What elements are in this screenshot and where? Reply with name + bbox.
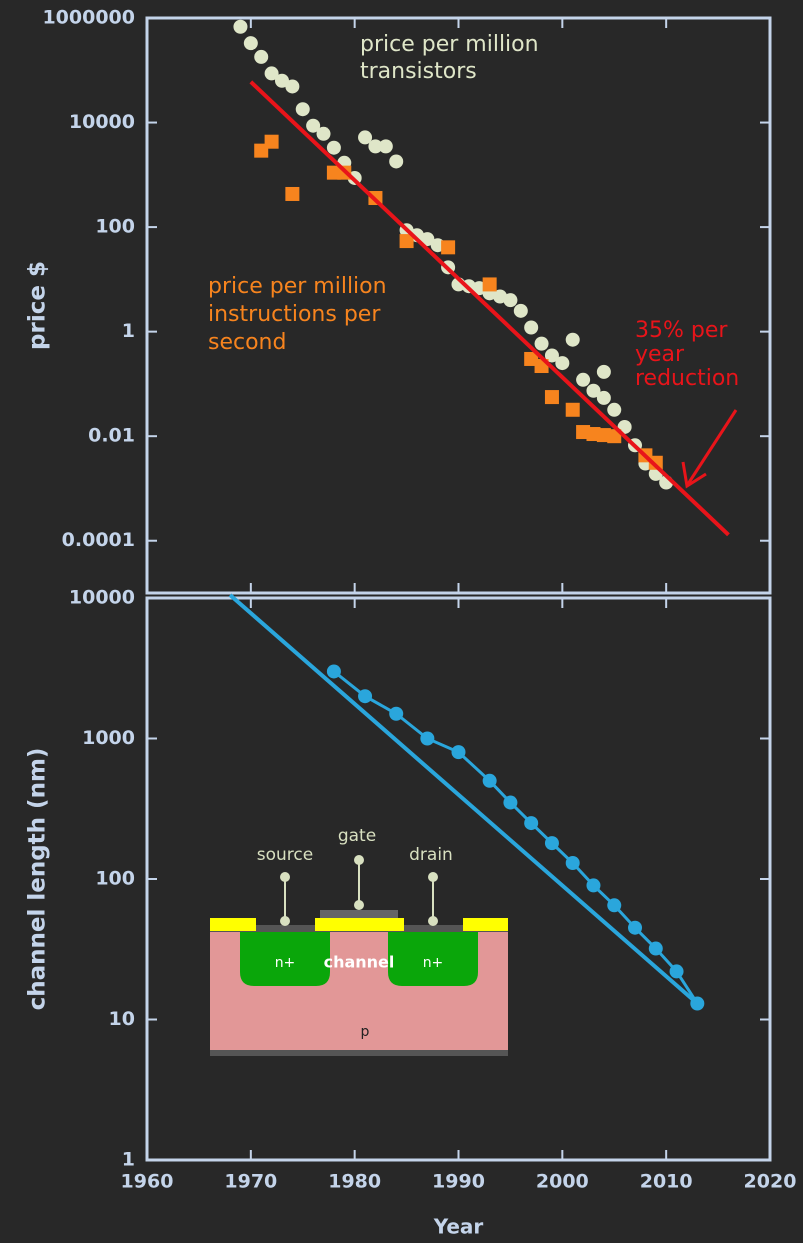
data-point <box>265 135 279 149</box>
annotation: reduction <box>635 366 739 391</box>
inset-label: p <box>361 1024 370 1040</box>
annotation: price per million <box>360 32 539 57</box>
data-point <box>503 293 517 307</box>
data-point <box>576 373 590 387</box>
inset-label: drain <box>409 845 453 865</box>
data-point <box>649 942 663 956</box>
contact <box>210 918 256 931</box>
annotation: instructions per <box>208 302 381 327</box>
data-point <box>555 356 569 370</box>
inset-label: n+ <box>423 955 444 971</box>
annotation: 35% per <box>635 318 728 343</box>
inset-label: source <box>257 845 313 865</box>
data-point <box>389 707 403 721</box>
inset-label: n+ <box>275 955 296 971</box>
data-point <box>566 333 580 347</box>
data-point <box>545 836 559 850</box>
data-point <box>389 154 403 168</box>
data-point <box>317 127 331 141</box>
y-tick-label: 1000 <box>82 727 135 749</box>
annotation: price per million <box>208 274 387 299</box>
y-tick-label: 1 <box>122 320 135 342</box>
data-point <box>566 403 580 417</box>
x-tick-label: 1970 <box>224 1171 277 1193</box>
y-tick-label: 10000 <box>69 587 135 609</box>
y-tick-label: 100 <box>95 216 135 238</box>
data-point <box>254 50 268 64</box>
x-tick-label: 1980 <box>328 1171 381 1193</box>
data-point <box>244 36 258 50</box>
x-axis-title: Year <box>433 1215 484 1239</box>
data-point <box>285 79 299 93</box>
data-point <box>483 277 497 291</box>
data-point <box>233 20 247 34</box>
annotation: second <box>208 330 286 355</box>
y-tick-label: 0.0001 <box>62 529 135 551</box>
data-point <box>379 139 393 153</box>
data-point <box>607 898 621 912</box>
annotation: year <box>635 342 685 367</box>
x-tick-label: 2020 <box>744 1171 797 1193</box>
y-tick-label: 0.01 <box>88 425 135 447</box>
substrate-base <box>210 1050 508 1056</box>
terminal <box>281 873 289 881</box>
y-tick-label: 100 <box>95 868 135 890</box>
data-point <box>524 320 538 334</box>
x-tick-label: 2000 <box>536 1171 589 1193</box>
data-point <box>690 996 704 1010</box>
data-point <box>524 816 538 830</box>
data-point <box>597 391 611 405</box>
figure: source gate drain n+ channel n+ p 100000… <box>0 0 803 1243</box>
terminal <box>429 873 437 881</box>
terminal <box>355 901 363 909</box>
y-tick-label: 1 <box>122 1149 135 1171</box>
data-point <box>503 796 517 810</box>
background <box>0 0 803 1243</box>
data-point <box>545 390 559 404</box>
data-point <box>586 878 600 892</box>
data-point <box>597 365 611 379</box>
inset-label: gate <box>338 826 376 846</box>
x-tick-label: 1990 <box>432 1171 485 1193</box>
y-axis-title: price $ <box>25 261 51 350</box>
data-point <box>670 964 684 978</box>
data-point <box>420 732 434 746</box>
data-point <box>327 664 341 678</box>
terminal <box>429 917 437 925</box>
data-point <box>514 304 528 318</box>
contact <box>463 918 508 931</box>
terminal <box>355 856 363 864</box>
data-point <box>441 240 455 254</box>
data-point <box>566 856 580 870</box>
inset-label: channel <box>324 953 395 972</box>
data-point <box>535 337 549 351</box>
data-point <box>327 141 341 155</box>
terminal <box>281 917 289 925</box>
data-point <box>628 921 642 935</box>
y-tick-label: 10000 <box>69 111 135 133</box>
x-tick-label: 2010 <box>640 1171 693 1193</box>
data-point <box>358 689 372 703</box>
gate-electrode <box>320 910 398 918</box>
data-point <box>483 774 497 788</box>
y-axis-title: channel length (nm) <box>25 748 51 1011</box>
x-tick-label: 1960 <box>121 1171 174 1193</box>
y-tick-label: 1000000 <box>42 7 135 29</box>
data-point <box>607 403 621 417</box>
contact <box>315 918 404 931</box>
data-point <box>285 187 299 201</box>
data-point <box>452 745 466 759</box>
annotation: transistors <box>360 59 477 84</box>
y-tick-label: 10 <box>109 1008 135 1030</box>
data-point <box>296 102 310 116</box>
